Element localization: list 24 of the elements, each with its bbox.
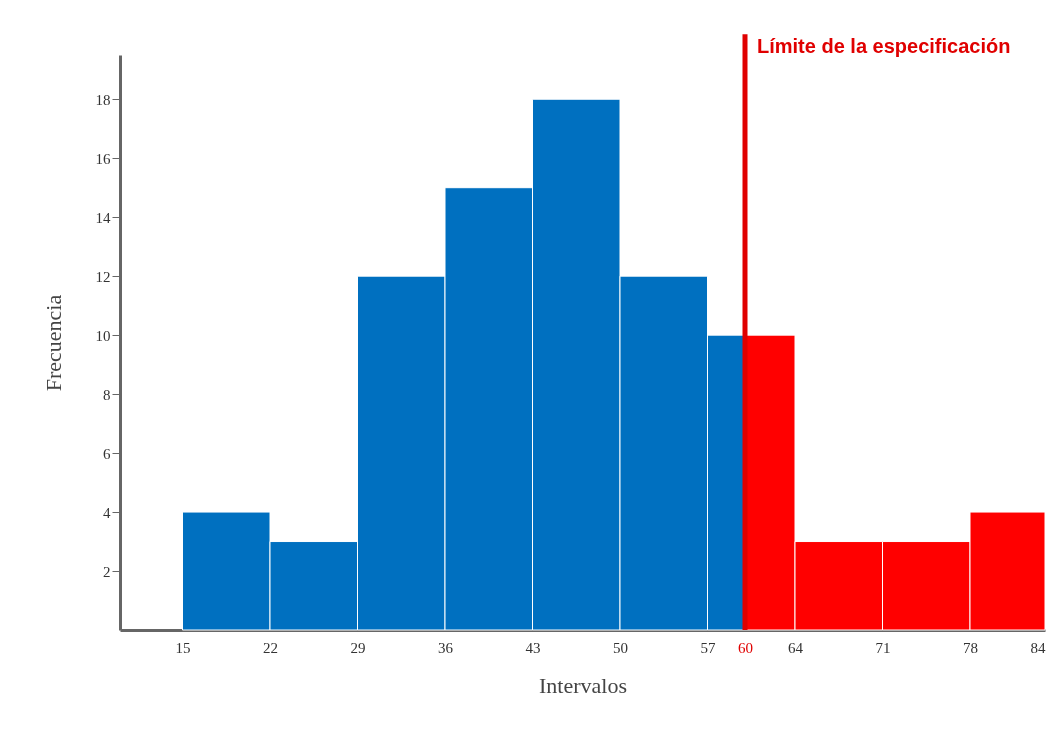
ref-line-label: Límite de la especificación bbox=[757, 35, 1011, 58]
y-tick-label: 12 bbox=[95, 268, 111, 285]
y-axis-title: Frecuencia bbox=[40, 294, 66, 392]
x-tick-label: 64 bbox=[788, 639, 804, 656]
y-tick-label: 8 bbox=[103, 386, 111, 403]
x-tick-label: 15 bbox=[175, 639, 191, 656]
y-tick-label: 10 bbox=[95, 327, 111, 344]
x-axis-title: Intervalos bbox=[539, 672, 627, 698]
y-tick-label: 16 bbox=[95, 150, 111, 167]
y-tick-label: 6 bbox=[103, 445, 111, 462]
y-tick-label: 2 bbox=[103, 563, 111, 580]
y-tick-label: 14 bbox=[95, 209, 111, 226]
x-tick-label: 78 bbox=[963, 639, 978, 656]
x-tick-label: 57 bbox=[700, 639, 716, 656]
x-tick-label: 36 bbox=[438, 639, 454, 656]
x-tick-label: 71 bbox=[875, 639, 891, 656]
x-tick-label: 29 bbox=[350, 639, 366, 656]
x-tick-label: 84 bbox=[1030, 639, 1046, 656]
y-tick-label: 4 bbox=[103, 504, 111, 521]
x-tick-label: 50 bbox=[613, 639, 628, 656]
x-tick-label: 22 bbox=[263, 639, 278, 656]
x-tick-label: 60 bbox=[738, 639, 753, 656]
y-tick-label: 18 bbox=[95, 91, 111, 108]
x-tick-label: 43 bbox=[525, 639, 541, 656]
